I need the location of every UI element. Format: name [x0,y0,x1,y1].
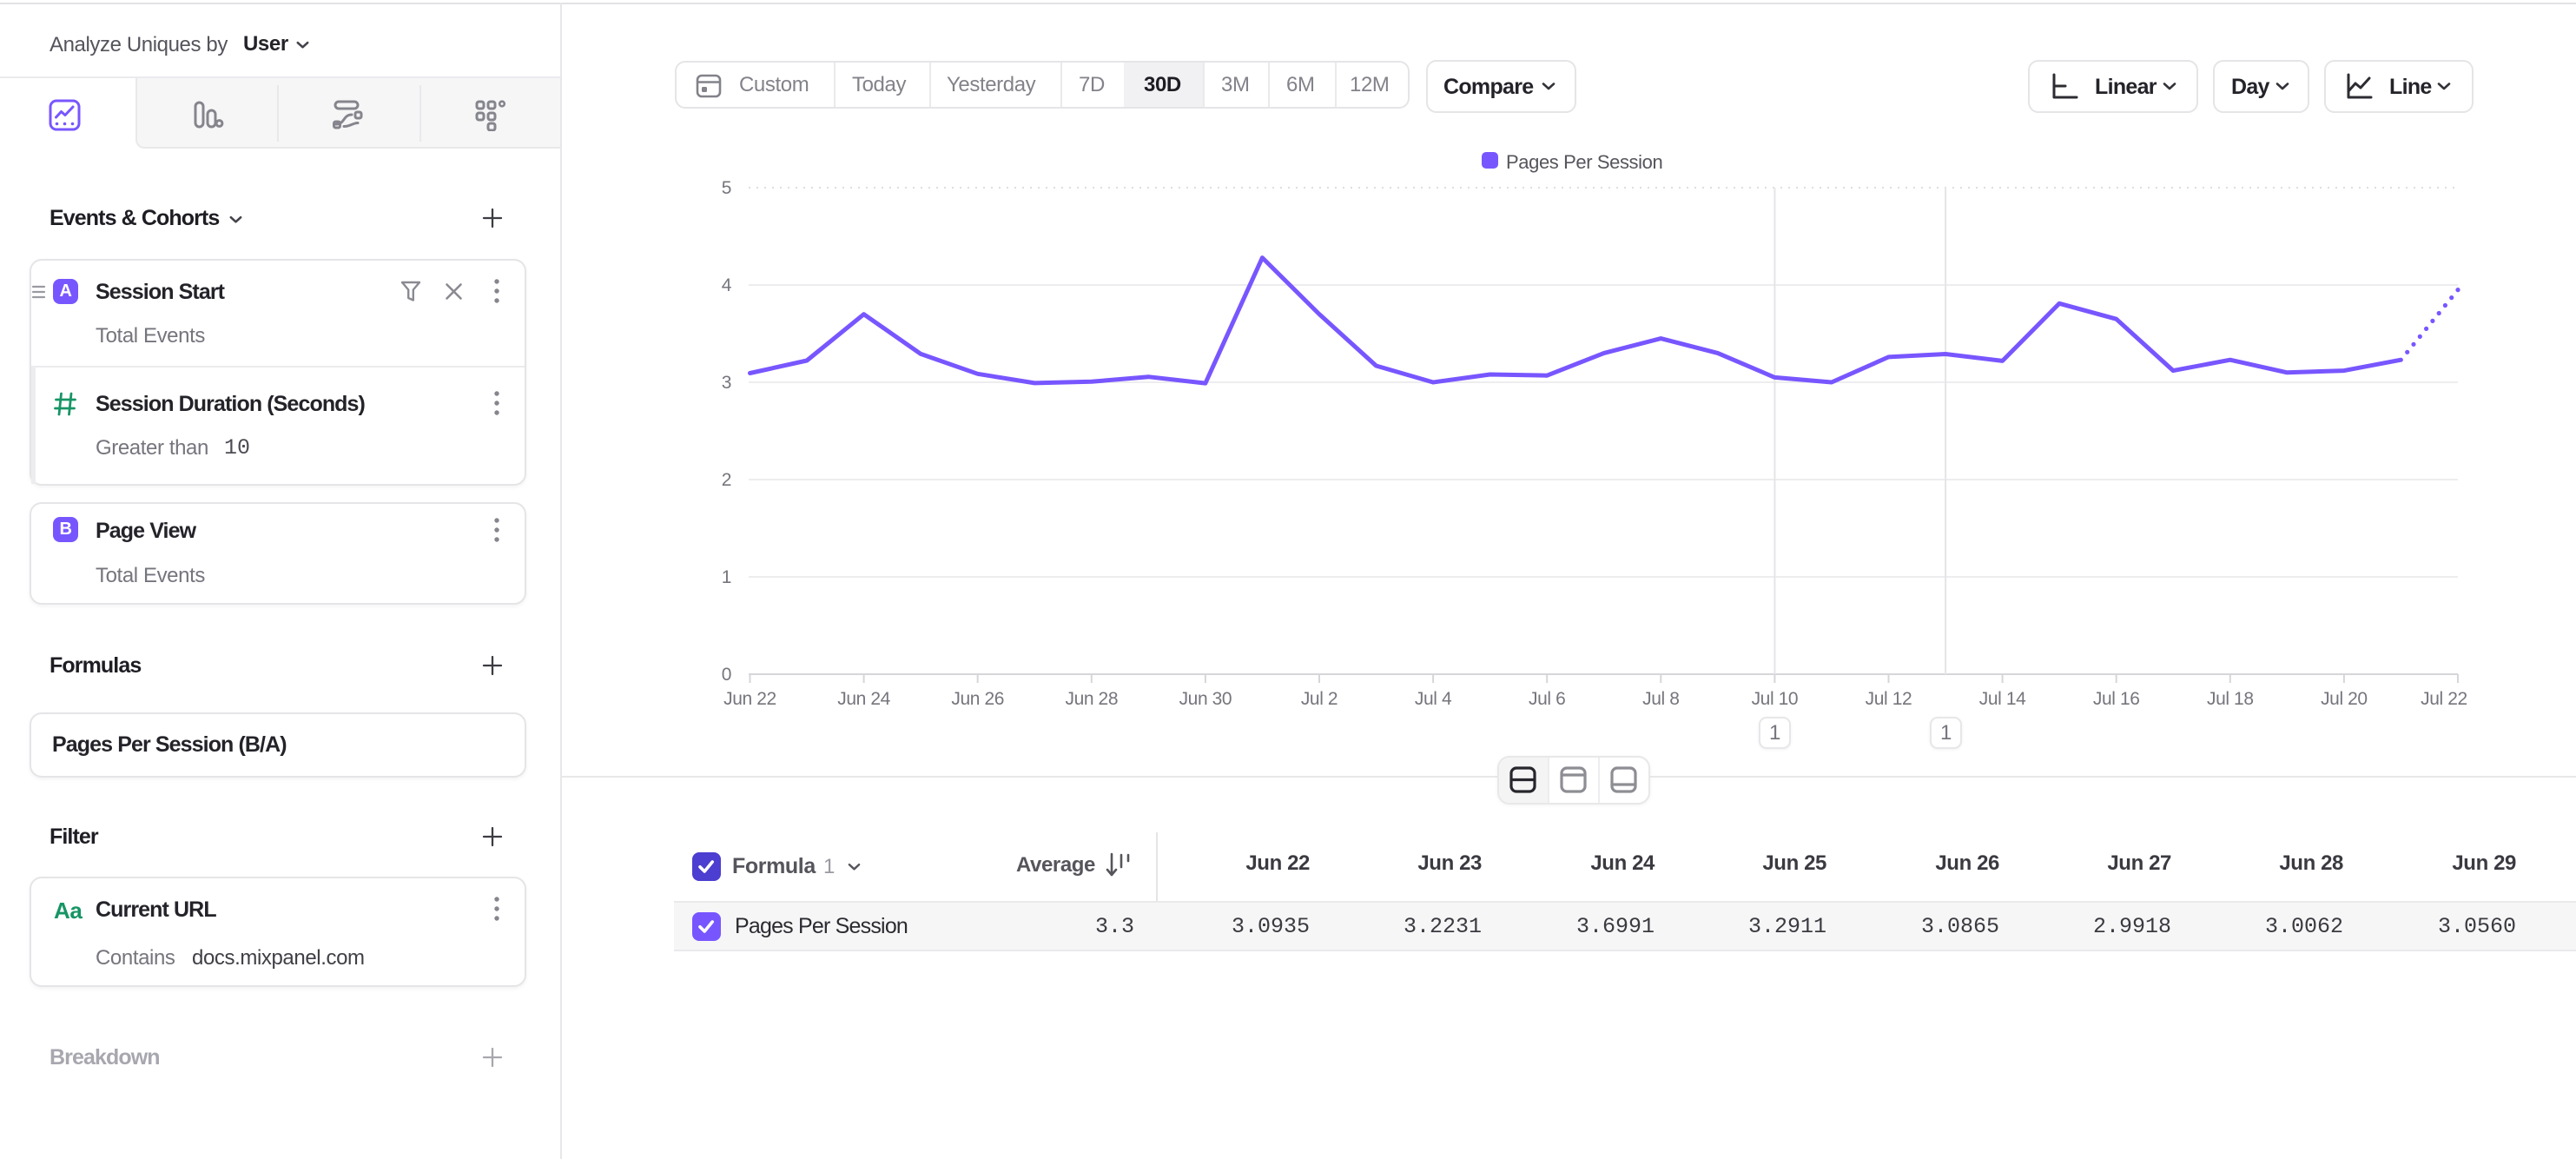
svg-text:Jul 2: Jul 2 [1301,689,1338,709]
svg-text:Jul 8: Jul 8 [1642,689,1679,709]
svg-text:Jun 28: Jun 28 [1065,689,1118,709]
svg-text:Jul 22: Jul 22 [2421,689,2467,709]
svg-text:1: 1 [722,567,731,587]
svg-text:Jul 6: Jul 6 [1529,689,1565,709]
svg-text:Jul 14: Jul 14 [1979,689,2026,709]
svg-text:Jun 24: Jun 24 [837,689,890,709]
svg-text:4: 4 [722,275,732,295]
svg-text:Jul 4: Jul 4 [1415,689,1452,709]
svg-text:Jun 22: Jun 22 [723,689,776,709]
svg-text:Jul 12: Jul 12 [1866,689,1912,709]
svg-text:Jul 20: Jul 20 [2321,689,2368,709]
svg-text:5: 5 [722,178,731,198]
svg-text:3: 3 [722,373,731,393]
svg-text:Jun 30: Jun 30 [1179,689,1232,709]
svg-text:0: 0 [722,665,731,685]
svg-text:2: 2 [722,470,731,490]
svg-text:Jun 26: Jun 26 [951,689,1004,709]
svg-text:Jul 10: Jul 10 [1752,689,1799,709]
svg-text:Jul 18: Jul 18 [2207,689,2254,709]
svg-text:Jul 16: Jul 16 [2093,689,2140,709]
